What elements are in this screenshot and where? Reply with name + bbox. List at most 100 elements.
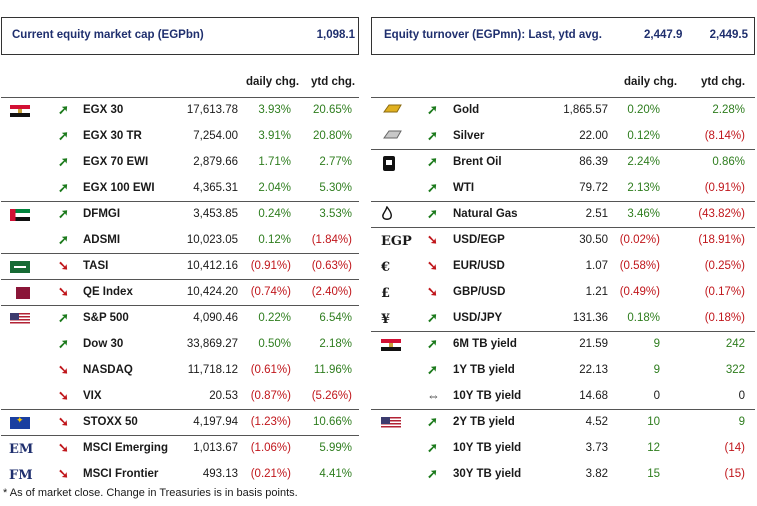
instrument-name: Natural Gas: [453, 208, 518, 220]
ytd-change-header: ytd chg.: [311, 76, 356, 88]
ytd-change: 322: [725, 364, 745, 376]
table-row: € ➘ EUR/USD 1.07 (0.58%) (0.25%): [371, 254, 755, 280]
index-code: FM: [9, 468, 33, 483]
table-row: EGP ➘ USD/EGP 30.50 (0.02%) (18.91%): [371, 228, 755, 254]
arrow-down-icon: ➘: [427, 284, 438, 299]
table-row: ➚ 10Y TB yield 3.73 12 (14): [371, 436, 755, 462]
daily-change: (1.23%): [250, 416, 291, 428]
daily-change: 2.13%: [627, 182, 660, 194]
ytd-change: 9: [738, 416, 745, 428]
currency-symbol: EGP: [381, 234, 412, 249]
instrument-value: 7,254.00: [193, 130, 238, 142]
table-row: ➘ NASDAQ 11,718.12 (0.61%) 11.96%: [1, 358, 359, 384]
table-row: ➚ EGX 100 EWI 4,365.31 2.04% 5.30%: [1, 176, 359, 202]
ytd-change: (8.14%): [704, 130, 745, 142]
instrument-value: 4.52: [585, 416, 608, 428]
instrument-name: MSCI Emerging: [83, 442, 168, 454]
instrument-value: 1.07: [585, 260, 608, 272]
flame-icon: [381, 205, 393, 225]
gold-bar-icon: [381, 102, 403, 119]
ytd-change: (0.17%): [704, 286, 745, 298]
arrow-up-icon: ➚: [427, 310, 438, 325]
instrument-name: Gold: [453, 104, 480, 116]
daily-change: 1.71%: [258, 156, 291, 168]
instrument-name: DFMGI: [83, 208, 121, 220]
arrow-up-icon: ➚: [427, 154, 438, 169]
qatar-flag: [10, 287, 30, 299]
ytd-change: 5.30%: [319, 182, 352, 194]
instrument-name: 1Y TB yield: [453, 364, 515, 376]
instrument-name: USD/JPY: [453, 312, 503, 324]
table-row: £ ➘ GBP/USD 1.21 (0.49%) (0.17%): [371, 280, 755, 306]
instrument-name: QE Index: [83, 286, 133, 298]
egypt-flag: [381, 339, 401, 351]
daily-change: 3.46%: [627, 208, 660, 220]
ytd-change-header: ytd chg.: [701, 76, 746, 88]
daily-change: 3.91%: [258, 130, 291, 142]
footnote: * As of market close. Change in Treasuri…: [3, 487, 298, 499]
instrument-name: GBP/USD: [453, 286, 506, 298]
us-flag: [10, 313, 30, 325]
ytd-change: (0.18%): [704, 312, 745, 324]
instrument-value: 86.39: [579, 156, 608, 168]
market-cap-value: 1,098.1: [316, 29, 355, 41]
daily-change: 0.24%: [258, 208, 291, 220]
arrow-up-icon: ➚: [427, 180, 438, 195]
daily-change: 0.20%: [627, 104, 660, 116]
daily-change: (0.87%): [250, 390, 291, 402]
commodities-fx-panel: Equity turnover (EGPmn): Last, ytd avg. …: [371, 17, 755, 488]
ytd-change: 20.80%: [312, 130, 352, 142]
arrow-up-icon: ➚: [427, 440, 438, 455]
instrument-name: 6M TB yield: [453, 338, 517, 350]
turnover-last: 2,447.9: [644, 29, 683, 41]
instrument-value: 22.13: [579, 364, 608, 376]
instrument-name: 2Y TB yield: [453, 416, 515, 428]
instrument-name: Silver: [453, 130, 485, 142]
instrument-name: VIX: [83, 390, 102, 402]
arrow-up-icon: ➚: [58, 336, 69, 351]
ytd-change: (1.84%): [311, 234, 352, 246]
table-row: ➘ VIX 20.53 (0.87%) (5.26%): [1, 384, 359, 410]
ytd-change: 20.65%: [312, 104, 352, 116]
right-column-header: daily chg. ytd chg.: [371, 63, 755, 98]
turnover-title: Equity turnover (EGPmn): Last, ytd avg.: [384, 29, 602, 41]
table-row: ➚ EGX 30 17,613.78 3.93% 20.65%: [1, 98, 359, 124]
instrument-value: 10,412.16: [186, 260, 238, 272]
table-row: ➚ Silver 22.00 0.12% (8.14%): [371, 124, 755, 150]
ytd-change: 4.41%: [319, 468, 352, 480]
arrow-down-icon: ➘: [58, 284, 69, 299]
arrow-up-icon: ➚: [427, 128, 438, 143]
daily-change-header: daily chg.: [246, 76, 300, 88]
instrument-value: 1.21: [585, 286, 608, 298]
equity-indices-table: ➚ EGX 30 17,613.78 3.93% 20.65% ➚ EGX 30 TR 7,2…: [1, 98, 359, 488]
instrument-name: EGX 30: [83, 104, 124, 116]
table-row: FM ➘ MSCI Frontier 493.13 (0.21%) 4.41%: [1, 462, 359, 488]
arrow-up-icon: ➚: [427, 206, 438, 221]
ytd-change: 2.18%: [319, 338, 352, 350]
arrow-up-icon: ➚: [427, 466, 438, 481]
instrument-name: ADSMI: [83, 234, 121, 246]
daily-change: (0.02%): [619, 234, 660, 246]
table-row: ➚ Brent Oil 86.39 2.24% 0.86%: [371, 150, 755, 176]
ytd-change: (14): [724, 442, 745, 454]
table-row: ➚ EGX 30 TR 7,254.00 3.91% 20.80%: [1, 124, 359, 150]
instrument-value: 20.53: [209, 390, 238, 402]
instrument-name: TASI: [83, 260, 109, 272]
daily-change: 9: [653, 364, 660, 376]
instrument-name: NASDAQ: [83, 364, 133, 376]
daily-change: (0.74%): [250, 286, 291, 298]
instrument-value: 3.73: [585, 442, 608, 454]
instrument-value: 4,197.94: [193, 416, 238, 428]
currency-symbol: ¥: [381, 312, 391, 327]
instrument-value: 1,013.67: [193, 442, 238, 454]
instrument-name: Brent Oil: [453, 156, 502, 168]
currency-symbol: €: [381, 260, 391, 275]
instrument-value: 2.51: [585, 208, 608, 220]
instrument-name: EUR/USD: [453, 260, 505, 272]
instrument-name: STOXX 50: [83, 416, 138, 428]
arrow-up-icon: ➚: [427, 336, 438, 351]
daily-change: 0.18%: [627, 312, 660, 324]
instrument-value: 14.68: [579, 390, 608, 402]
ytd-change: (0.91%): [704, 182, 745, 194]
ytd-change: (2.40%): [311, 286, 352, 298]
